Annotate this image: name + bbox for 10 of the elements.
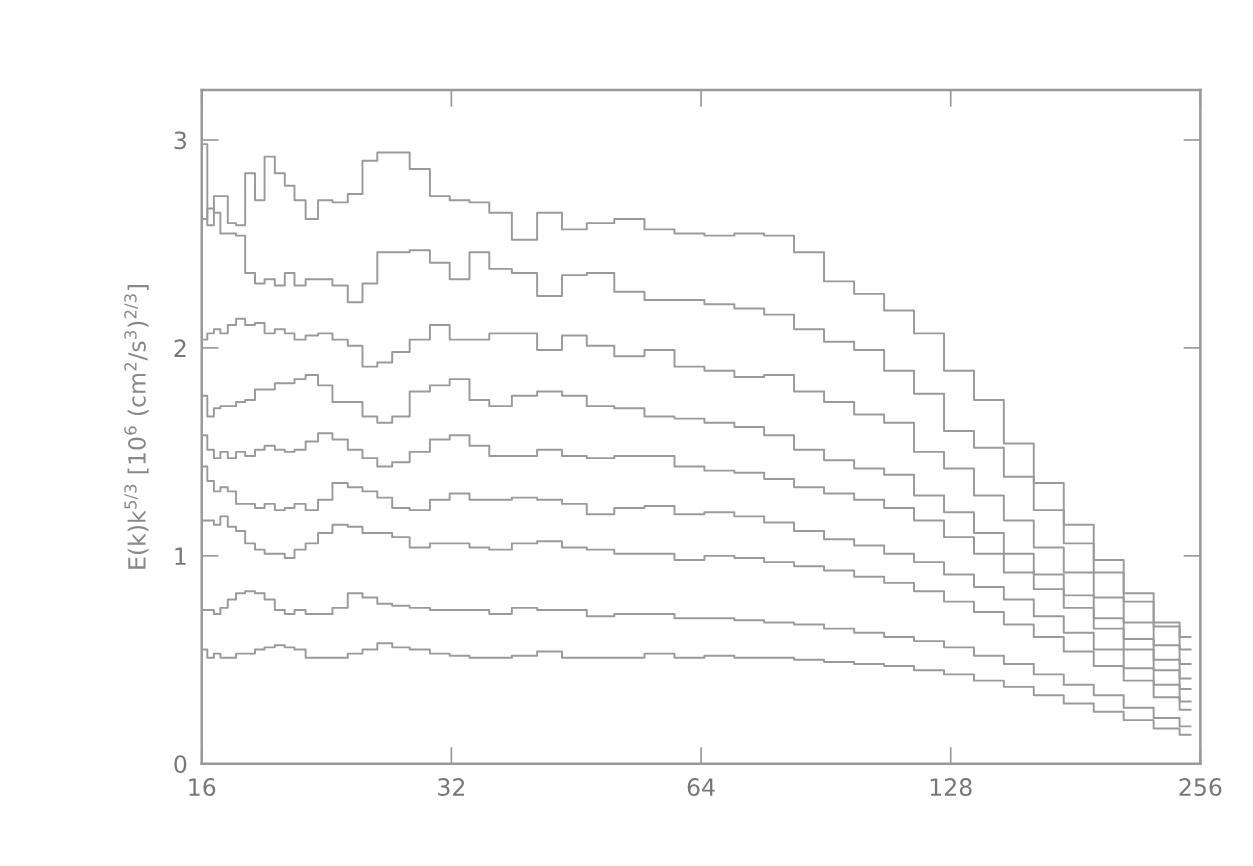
y-tick-label: 0 (174, 755, 187, 774)
y-tick-label: 3 (174, 131, 186, 150)
y-tick-label: 1 (175, 547, 186, 565)
x-tick-label: 64 (687, 778, 715, 796)
x-tick-label: 16 (189, 778, 216, 796)
x-tick-label: 32 (438, 778, 465, 796)
text: E(k)k$^{5/3}$ [10$^{6}$ (cm$^{2}$/s$^{3}$)$^{2/3}$] (124, 285, 149, 569)
x-tick-label: 256 (1179, 778, 1222, 796)
x-tick-label: 128 (930, 778, 972, 796)
y-tick-label: 2 (174, 339, 186, 357)
